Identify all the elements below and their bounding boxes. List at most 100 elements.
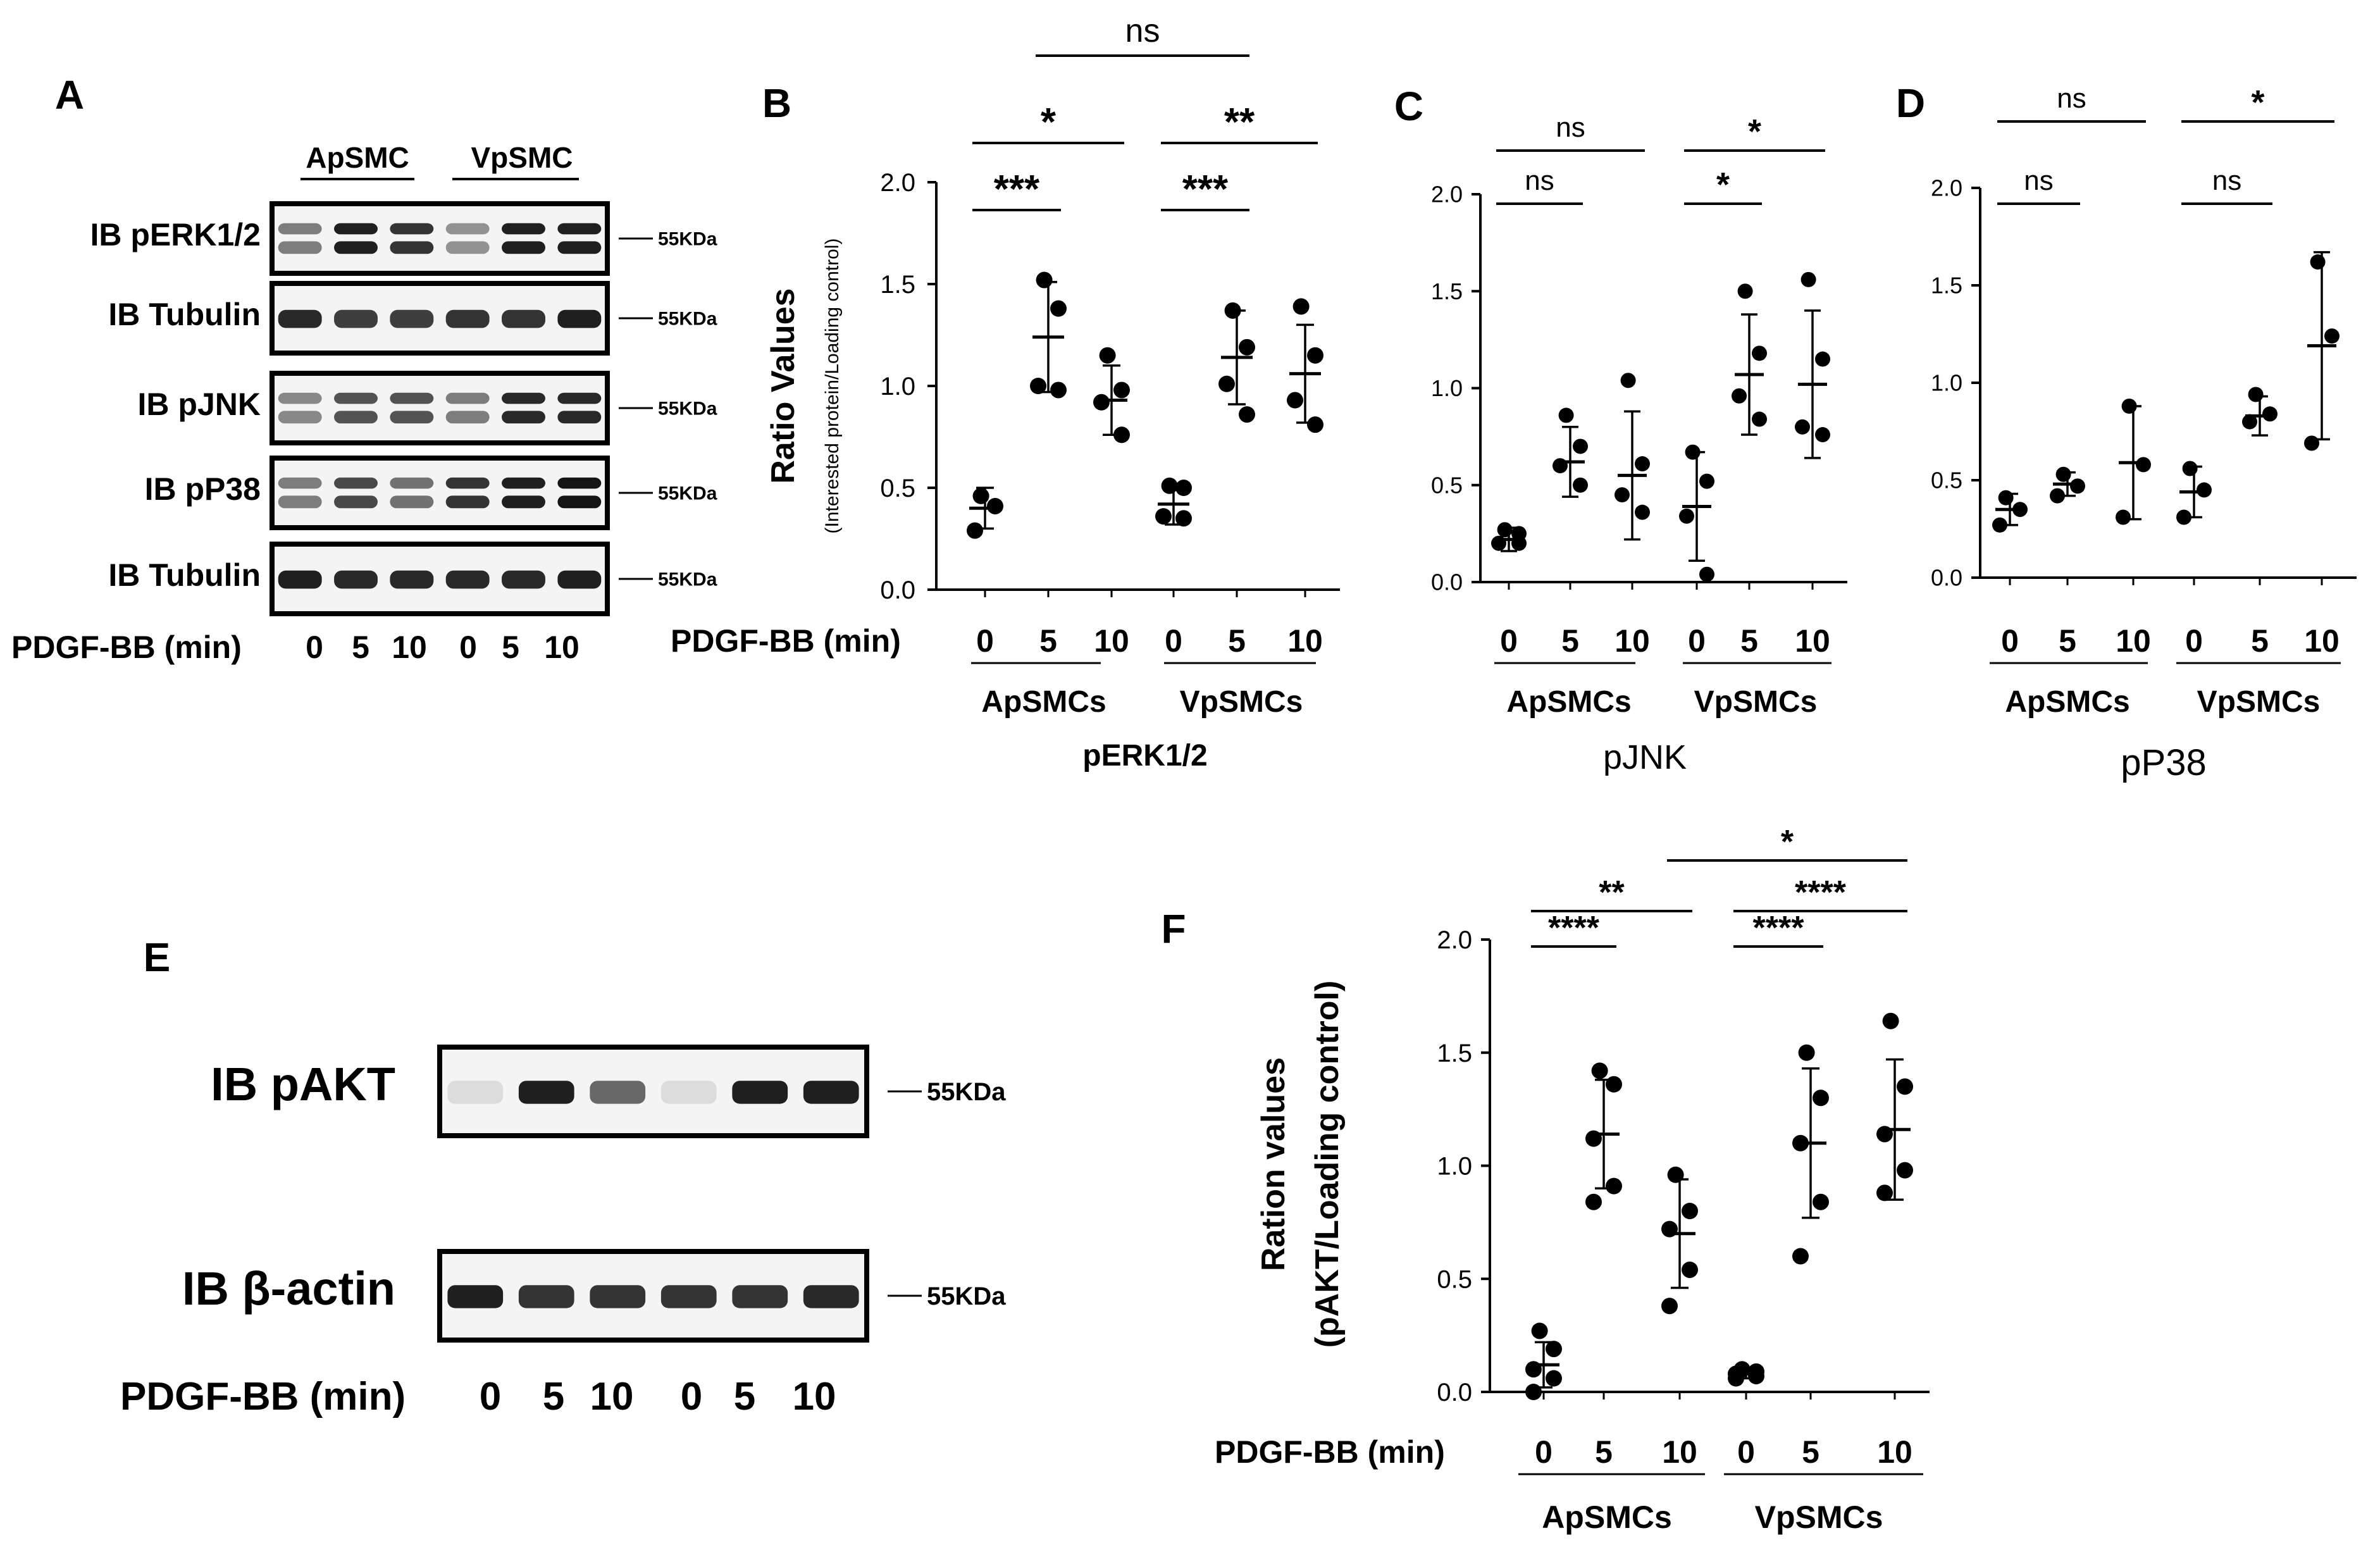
blot-marker-label: 55KDa xyxy=(927,1078,1006,1106)
data-point xyxy=(2242,414,2257,430)
blot-band xyxy=(278,495,322,509)
blot-membrane xyxy=(270,201,610,276)
significance-bracket: * xyxy=(1684,166,1762,205)
significance-label: ** xyxy=(1599,874,1625,911)
blot-band xyxy=(445,309,490,328)
blot-row-label: IB Tubulin xyxy=(108,297,261,332)
data-point xyxy=(1546,1341,1562,1358)
blot-lane-label: 5 xyxy=(352,630,369,665)
data-point xyxy=(1748,1367,1764,1384)
y-tick-label: 1.5 xyxy=(1437,1040,1472,1067)
blot-band xyxy=(445,411,490,424)
blot-treatment-label: PDGF-BB (min) xyxy=(120,1375,406,1419)
data-point xyxy=(1815,427,1830,443)
blot-membrane xyxy=(270,281,610,356)
blot-band xyxy=(334,392,378,404)
blot-row-label: IB pERK1/2 xyxy=(90,217,261,252)
blot-band xyxy=(502,223,545,235)
blot-membrane xyxy=(270,542,610,616)
data-point xyxy=(1795,419,1810,435)
x-category-label: 0 xyxy=(1535,1434,1553,1470)
blot-band xyxy=(334,570,378,589)
x-category-label: 5 xyxy=(1740,623,1758,659)
x-category-label: 10 xyxy=(1877,1434,1912,1470)
x-category-label: 10 xyxy=(1662,1434,1697,1470)
blot-band xyxy=(390,477,434,489)
data-point xyxy=(1998,490,2014,506)
significance-label: ns xyxy=(1125,13,1160,49)
data-point xyxy=(1876,1184,1893,1201)
data-point xyxy=(1287,392,1303,409)
y-tick-label: 0.5 xyxy=(880,475,915,502)
data-point xyxy=(2055,466,2071,482)
significance-bracket: ns xyxy=(1036,13,1249,57)
blot-membrane xyxy=(437,1045,869,1138)
x-category-label: 0 xyxy=(2001,623,2019,659)
y-axis-sublabel: (Interested protein/Loading control) xyxy=(822,239,843,534)
data-point xyxy=(1239,406,1255,423)
blot-band xyxy=(278,570,322,589)
data-point xyxy=(1292,298,1310,315)
data-group xyxy=(1525,1322,1562,1400)
x-category-label: 5 xyxy=(2251,623,2269,659)
x-category-label: 10 xyxy=(1795,623,1830,659)
data-point xyxy=(2116,509,2131,525)
y-tick-label: 0.5 xyxy=(1437,1265,1472,1293)
data-point xyxy=(2248,387,2264,402)
y-tick-label: 1.0 xyxy=(1931,370,1962,396)
data-point xyxy=(1882,1012,1899,1029)
blot-group-label: ApSMC xyxy=(306,141,409,174)
blot-row: IB pJNK 55KDa xyxy=(138,371,717,445)
blot-row-label: IB pJNK xyxy=(138,387,261,422)
blot-band xyxy=(390,223,434,235)
x-category-label: 5 xyxy=(1039,623,1057,659)
data-point xyxy=(1800,271,1816,287)
blot-band xyxy=(334,477,378,489)
data-group xyxy=(1728,1361,1764,1387)
blot-lane-label: 0 xyxy=(681,1375,702,1419)
data-point xyxy=(1732,388,1747,404)
blot-band xyxy=(732,1081,788,1104)
data-point xyxy=(972,487,989,504)
data-point xyxy=(1679,508,1694,524)
data-point xyxy=(1099,347,1116,364)
significance-label: ns xyxy=(2212,165,2241,196)
data-group xyxy=(1876,1012,1913,1201)
x-category-label: 5 xyxy=(1802,1434,1819,1470)
dot-plot-B: 0.0 0.5 1.0 1.5 2.0 Ratio Values (Interested p… xyxy=(671,13,1340,773)
data-point xyxy=(1531,1322,1548,1339)
data-point xyxy=(1036,271,1053,289)
data-group xyxy=(2050,466,2085,504)
blot-row-label: IB pP38 xyxy=(145,471,261,507)
data-point xyxy=(2197,482,2212,498)
blot-row: IB Tubulin 55KDa xyxy=(108,281,717,356)
significance-bracket: ns xyxy=(1496,165,1583,205)
significance-label: *** xyxy=(1182,168,1229,211)
data-group xyxy=(1992,490,2028,533)
blot-row: IB pAKT 55KDa xyxy=(211,1045,1006,1138)
data-point xyxy=(2262,406,2278,422)
data-point xyxy=(1546,1370,1562,1387)
data-point xyxy=(1050,382,1067,399)
data-point xyxy=(2176,509,2191,525)
y-tick-label: 1.0 xyxy=(880,373,915,400)
data-group xyxy=(967,487,1003,539)
data-point xyxy=(2304,435,2319,451)
y-axis-sublabel: (pAKT/Loading control) xyxy=(1309,981,1346,1348)
panel-letter-E: E xyxy=(144,934,171,980)
blot-band xyxy=(557,477,602,489)
data-point xyxy=(1050,300,1067,317)
x-category-label: 10 xyxy=(1615,623,1650,659)
protein-label: pJNK xyxy=(1603,738,1687,776)
group-label: VpSMCs xyxy=(1755,1499,1883,1535)
blot-band xyxy=(278,392,322,404)
y-tick-label: 0.5 xyxy=(1931,468,1962,494)
x-treatment-label: PDGF-BB (min) xyxy=(1215,1434,1445,1470)
panel-letter-B: B xyxy=(762,80,791,126)
data-group xyxy=(1491,522,1527,552)
y-tick-label: 2.0 xyxy=(1431,182,1463,208)
blot-band xyxy=(557,570,602,589)
group-label: ApSMCs xyxy=(1506,685,1631,719)
data-point xyxy=(1239,338,1255,356)
x-category-label: 0 xyxy=(976,623,994,659)
